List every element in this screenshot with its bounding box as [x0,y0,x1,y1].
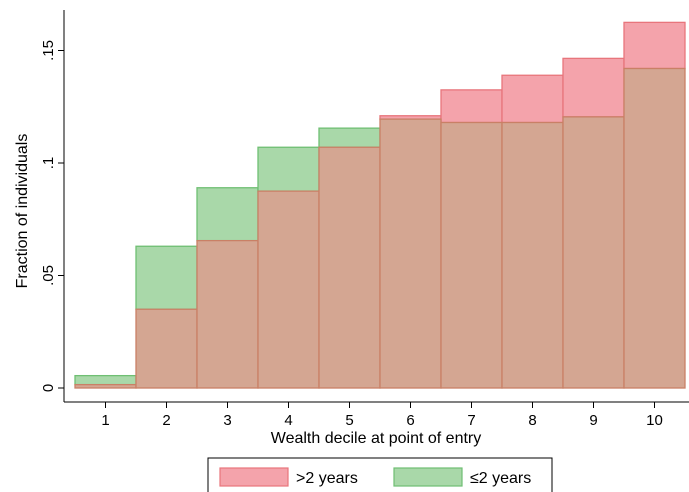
bar-overlap-3 [196,239,259,389]
overlap-bars [74,67,686,389]
bar-under-2-years-3 [196,187,259,242]
bar-overlap-8 [501,121,564,389]
legend-swatch-over-2-years [219,467,289,487]
bar-overlap-2 [135,308,198,389]
bar-overlap-10 [623,67,686,389]
x-tick-label-5: 5 [345,412,353,429]
x-tick-label-9: 9 [589,412,597,429]
bar-overlap-7 [440,121,503,389]
y-tick-label-.1: .1 [40,157,57,170]
y-tick-label-0: 0 [40,384,57,392]
x-tick-label-10: 10 [646,412,663,429]
y-tick-label-.05: .05 [40,265,57,286]
y-tick-label-.15: .15 [40,40,57,61]
x-axis-title: Wealth decile at point of entry [271,430,482,447]
bar-under-2-years-1 [74,374,137,386]
legend-swatch-under-2-years [393,467,463,487]
x-tick-label-7: 7 [467,412,475,429]
bar-over-2-years-7 [440,89,503,124]
bar-overlap-1 [74,383,137,389]
y-axis-title: Fraction of individuals [14,134,31,289]
legend: >2 years ≤2 years [207,457,553,492]
bar-overlap-5 [318,146,381,389]
legend-label-under-2-years: ≤2 years [470,470,531,487]
x-tick-label-3: 3 [223,412,231,429]
series-under-2-years-bars [74,127,381,386]
bar-overlap-4 [257,190,320,389]
bar-over-2-years-9 [562,57,625,118]
bar-under-2-years-4 [257,146,320,192]
bar-under-2-years-5 [318,127,381,148]
legend-label-over-2-years: >2 years [296,470,358,487]
bar-over-2-years-10 [623,21,686,70]
x-tick-label-2: 2 [162,412,170,429]
x-tick-label-4: 4 [284,412,292,429]
y-axis-ticks: 0 .05 .1 .15 [40,40,64,392]
bar-overlap-6 [379,118,442,389]
x-axis-ticks: 1 2 3 4 5 6 7 8 9 10 [101,402,663,429]
x-tick-label-6: 6 [406,412,414,429]
x-tick-label-1: 1 [101,412,109,429]
bar-overlap-9 [562,116,625,389]
bar-over-2-years-8 [501,74,564,124]
x-tick-label-8: 8 [528,412,536,429]
bar-under-2-years-2 [135,245,198,310]
